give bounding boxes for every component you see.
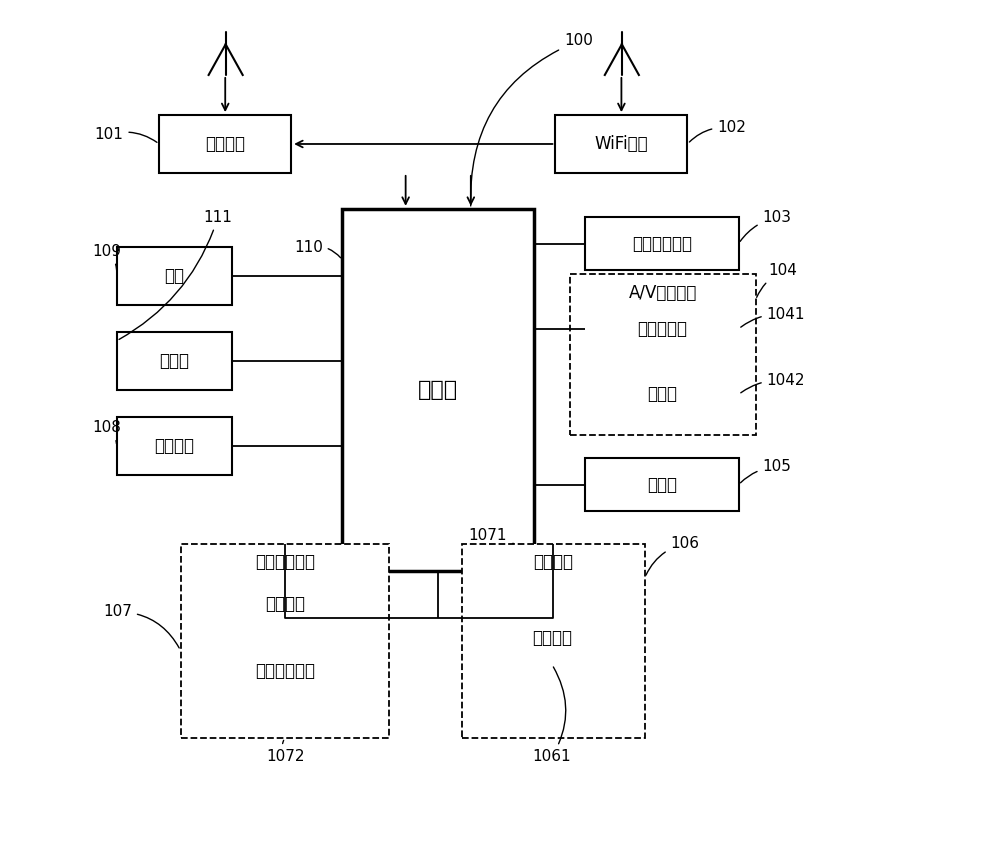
Bar bbox=[117, 417, 232, 475]
Text: 103: 103 bbox=[740, 210, 791, 241]
Text: 110: 110 bbox=[294, 239, 341, 258]
Bar bbox=[555, 115, 687, 173]
Bar bbox=[476, 612, 628, 665]
Text: 101: 101 bbox=[95, 127, 157, 142]
Text: 1072: 1072 bbox=[266, 740, 305, 764]
Text: 100: 100 bbox=[471, 33, 593, 206]
Text: 射频单元: 射频单元 bbox=[205, 135, 245, 153]
Text: 106: 106 bbox=[646, 536, 699, 575]
Text: 107: 107 bbox=[103, 604, 179, 648]
Text: 传感器: 传感器 bbox=[647, 475, 677, 494]
Text: 1042: 1042 bbox=[741, 373, 805, 393]
Bar bbox=[117, 332, 232, 390]
Text: 图形处理器: 图形处理器 bbox=[637, 320, 687, 338]
Text: 存储器: 存储器 bbox=[159, 352, 189, 371]
Text: 显示单元: 显示单元 bbox=[533, 553, 573, 572]
Bar bbox=[198, 578, 372, 630]
Text: 104: 104 bbox=[757, 263, 797, 297]
Text: 1041: 1041 bbox=[741, 307, 805, 327]
Bar bbox=[159, 115, 291, 173]
Text: 102: 102 bbox=[689, 120, 746, 142]
Text: 麦克风: 麦克风 bbox=[647, 385, 677, 404]
Text: 108: 108 bbox=[93, 420, 122, 444]
Text: 处理器: 处理器 bbox=[418, 380, 458, 400]
Text: 电源: 电源 bbox=[164, 267, 184, 285]
Text: 111: 111 bbox=[119, 210, 232, 339]
Text: 触控面板: 触控面板 bbox=[265, 595, 305, 613]
Text: 105: 105 bbox=[741, 459, 791, 483]
Bar bbox=[342, 209, 534, 571]
Text: 1071: 1071 bbox=[468, 527, 514, 544]
Text: A/V输入单元: A/V输入单元 bbox=[629, 284, 697, 302]
Text: 接口单元: 接口单元 bbox=[154, 437, 194, 456]
Bar bbox=[585, 458, 739, 511]
Text: WiFi模块: WiFi模块 bbox=[595, 135, 648, 153]
Text: 音频输出单元: 音频输出单元 bbox=[632, 234, 692, 253]
Bar bbox=[462, 544, 645, 738]
Text: 用户输入单元: 用户输入单元 bbox=[255, 553, 315, 572]
Bar bbox=[117, 247, 232, 305]
Bar bbox=[198, 644, 372, 697]
Bar bbox=[585, 302, 739, 355]
Bar bbox=[180, 544, 389, 738]
Text: 109: 109 bbox=[93, 244, 122, 273]
Text: 其他输入设备: 其他输入设备 bbox=[255, 661, 315, 680]
Bar bbox=[585, 217, 739, 270]
Bar bbox=[570, 274, 756, 435]
Bar bbox=[585, 368, 739, 421]
Text: 显示面板: 显示面板 bbox=[532, 629, 572, 648]
Text: 1061: 1061 bbox=[533, 667, 571, 764]
